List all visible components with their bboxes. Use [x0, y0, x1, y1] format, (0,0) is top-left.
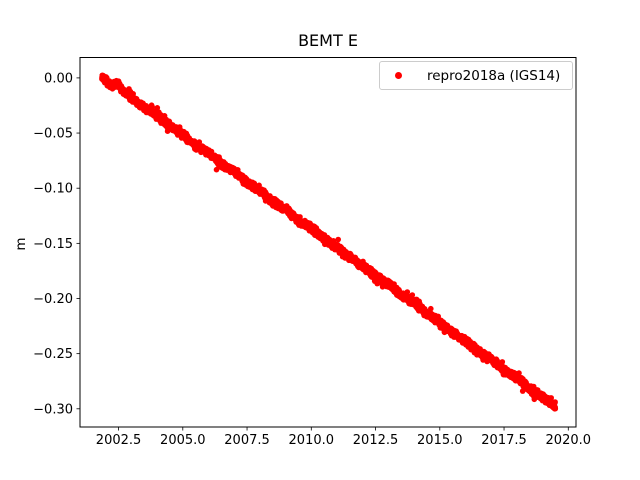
axes-spines	[79, 57, 577, 428]
y-tick-label: 0.00	[44, 71, 73, 86]
scatter-series	[99, 72, 559, 412]
y-tick-label: −0.25	[33, 347, 73, 362]
y-tick-label: −0.20	[33, 292, 73, 307]
legend-label: repro2018a (IGS14)	[427, 67, 561, 84]
x-tick-label: 2010.0	[289, 433, 335, 448]
data-point	[409, 292, 416, 298]
data-point	[196, 139, 203, 145]
x-tick-label: 2017.5	[481, 433, 527, 448]
data-point	[154, 105, 161, 111]
legend: repro2018a (IGS14)	[379, 61, 573, 90]
y-tick-label: −0.10	[33, 182, 73, 197]
data-point	[552, 399, 558, 405]
data-point	[428, 305, 434, 312]
x-tick-label: 2005.0	[160, 433, 206, 448]
data-point	[404, 289, 411, 295]
y-axis: 0.00 −0.05 −0.10 −0.15 −0.20 −0.25 −0.30	[33, 71, 80, 417]
legend-marker-dot	[395, 72, 402, 79]
data-point	[213, 166, 220, 173]
x-tick-label: 2002.5	[96, 433, 142, 448]
x-tick-label: 2020.0	[546, 433, 592, 448]
y-tick-label: −0.05	[33, 127, 73, 142]
y-axis-label: m	[13, 237, 29, 251]
data-point	[335, 236, 342, 243]
y-tick-label: −0.15	[33, 237, 73, 252]
x-axis: 2002.5 2005.0 2007.5 2010.0 2012.5 2015.0 2017…	[96, 427, 591, 448]
data-point	[552, 405, 559, 412]
data-point	[499, 359, 506, 365]
chart-title: BEMT E	[298, 31, 358, 50]
x-tick-label: 2007.5	[224, 433, 270, 448]
x-tick-label: 2012.5	[353, 433, 399, 448]
x-tick-label: 2015.0	[417, 433, 463, 448]
data-point	[516, 370, 522, 376]
data-point	[548, 395, 554, 401]
data-point	[130, 91, 136, 97]
y-tick-label: −0.30	[33, 402, 73, 417]
